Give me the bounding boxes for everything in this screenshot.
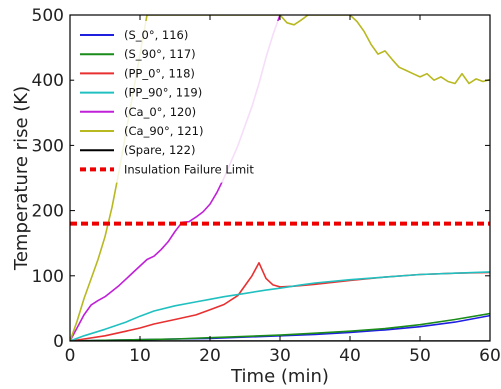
y-axis-label: Temperature rise (K) <box>11 86 32 271</box>
x-tick-label: 30 <box>269 346 291 366</box>
y-tick-label: 200 <box>32 202 64 222</box>
x-tick-label: 20 <box>199 346 221 366</box>
legend-label-pp-0-118: (PP_0°, 118) <box>124 66 195 80</box>
series-line-pp-90-119 <box>70 271 490 341</box>
y-tick-label: 500 <box>32 6 64 26</box>
legend-box <box>74 21 279 183</box>
legend-label-s-90-117: (S_90°, 117) <box>124 47 196 61</box>
legend-label-ca-0-120: (Ca_0°, 120) <box>124 105 196 119</box>
y-tick-label: 300 <box>32 136 64 156</box>
y-tick-label: 400 <box>32 71 64 91</box>
legend-label-s-0-116: (S_0°, 116) <box>124 28 188 42</box>
x-tick-label: 10 <box>129 346 151 366</box>
legend-label-ca-90-121: (Ca_90°, 121) <box>124 124 203 138</box>
x-tick-label: 0 <box>65 346 76 366</box>
y-tick-label: 100 <box>32 267 64 287</box>
axis-ticks: 0 10 20 30 40 50 60 0 100 200 300 400 500 <box>32 6 501 366</box>
x-axis-label: Time (min) <box>230 366 329 387</box>
legend-label-pp-90-119: (PP_90°, 119) <box>124 86 202 100</box>
legend-label-insulation-failure-limit: Insulation Failure Limit <box>124 162 254 176</box>
legend-label-spare-122: (Spare, 122) <box>124 143 195 157</box>
x-tick-label: 50 <box>409 346 431 366</box>
legend: (S_0°, 116) (S_90°, 117) (PP_0°, 118) (PP_9… <box>74 21 279 183</box>
x-tick-label: 60 <box>479 346 501 366</box>
y-tick-label: 0 <box>53 332 64 352</box>
x-tick-label: 40 <box>339 346 361 366</box>
